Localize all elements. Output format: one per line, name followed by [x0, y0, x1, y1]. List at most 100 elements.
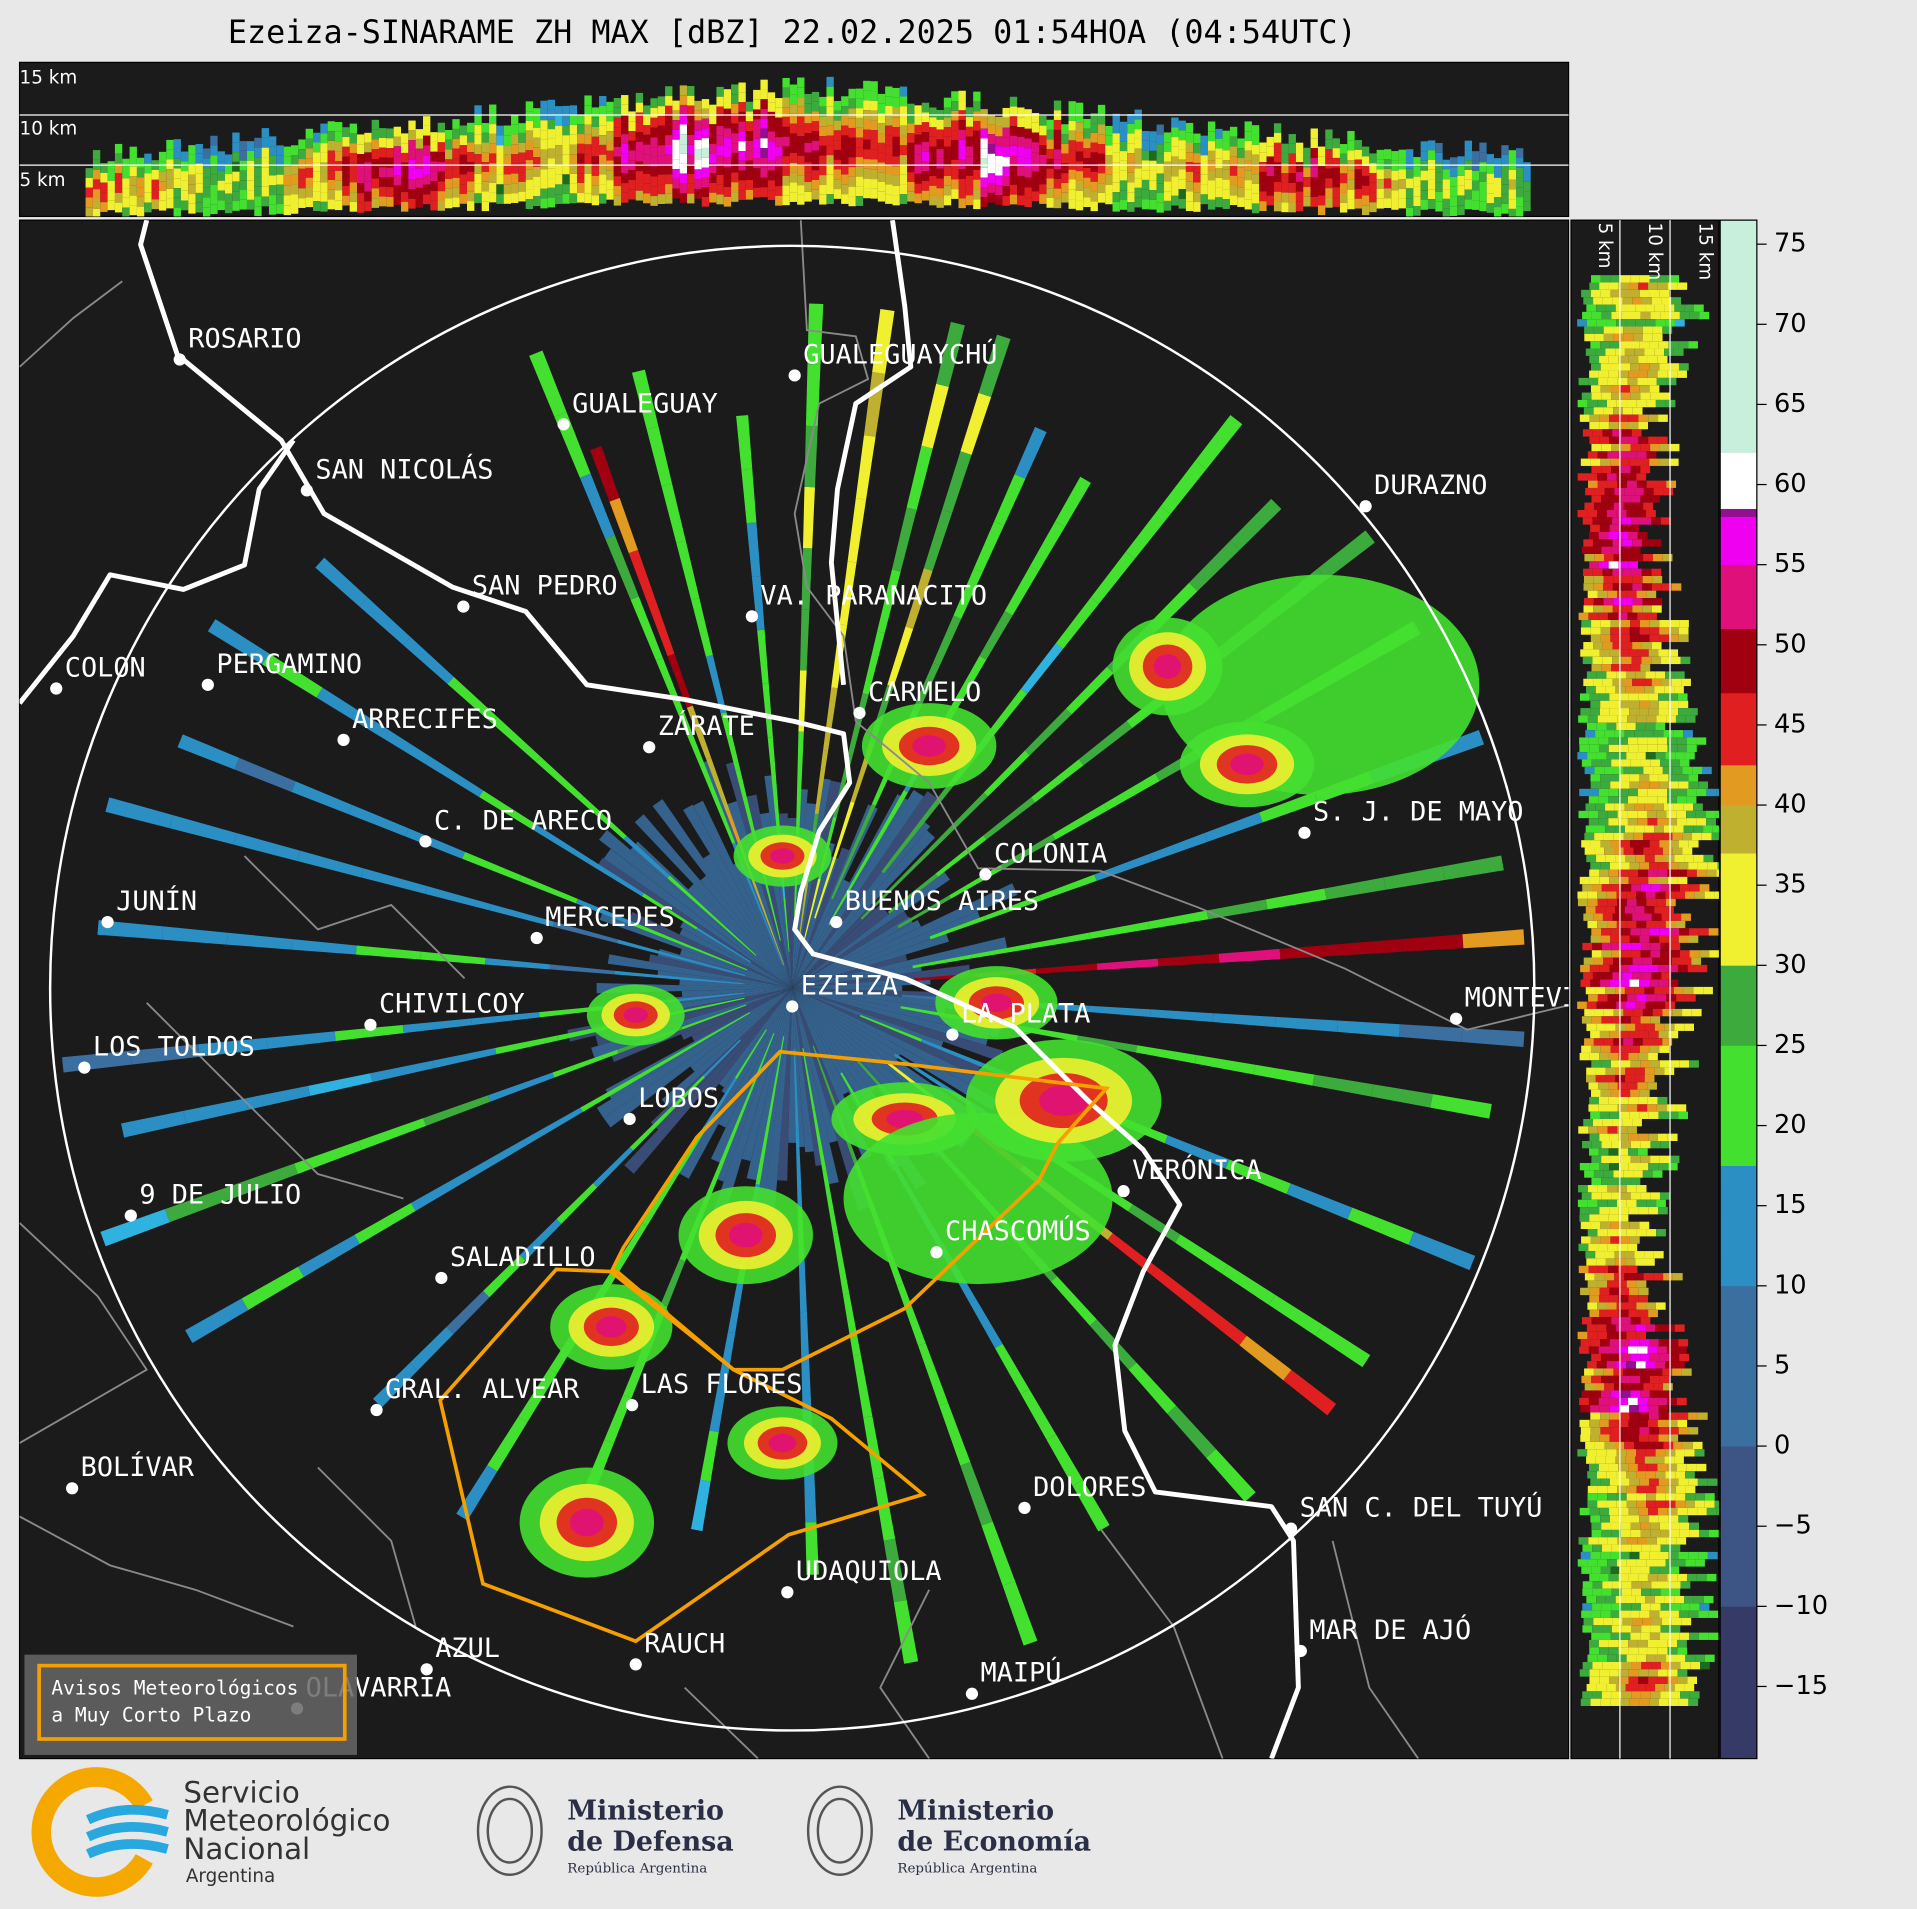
profile-echo: [158, 200, 167, 211]
profile-echo: [1590, 363, 1601, 371]
profile-echo: [1672, 1368, 1682, 1376]
colorbar-step: [1720, 556, 1757, 566]
profile-echo: [555, 184, 563, 195]
echo-ray: [912, 662, 940, 713]
profile-echo: [547, 197, 556, 208]
echo-ray: [901, 834, 946, 879]
profile-echo: [334, 151, 343, 162]
profile-echo: [1587, 1302, 1598, 1310]
profile-echo: [342, 166, 350, 177]
profile-echo: [459, 164, 468, 175]
profile-echo: [1655, 399, 1666, 408]
profile-echo: [650, 186, 658, 197]
profile-echo: [995, 165, 1003, 176]
profile-echo: [782, 136, 790, 147]
city-dot: [370, 1403, 383, 1417]
echo-ray: [1160, 460, 1207, 515]
profile-echo: [327, 131, 335, 141]
profile-echo: [1075, 161, 1084, 172]
profile-echo: [1369, 163, 1377, 173]
profile-echo: [1601, 495, 1612, 503]
profile-echo: [782, 166, 790, 176]
profile-echo: [151, 169, 159, 180]
profile-echo: [1629, 627, 1640, 635]
profile-echo: [1621, 1588, 1632, 1596]
colorbar-step: [1720, 1726, 1757, 1735]
profile-echo: [1592, 1603, 1602, 1611]
profile-echo: [1629, 458, 1640, 466]
profile-echo: [1660, 1588, 1671, 1596]
profile-echo: [268, 155, 277, 166]
colorbar-step: [1720, 1333, 1757, 1343]
profile-echo: [1608, 818, 1619, 826]
profile-echo: [1652, 1170, 1663, 1178]
profile-echo: [1626, 1471, 1637, 1479]
profile-echo: [1178, 130, 1186, 141]
profile-echo: [1641, 678, 1652, 687]
profile-echo: [863, 149, 871, 160]
colorbar-step: [1720, 532, 1757, 542]
profile-echo: [1464, 169, 1472, 180]
profile-echo: [672, 139, 680, 150]
profile-echo: [1610, 1427, 1620, 1435]
profile-echo: [210, 174, 218, 185]
profile-echo: [467, 152, 475, 162]
profile-echo: [1595, 730, 1605, 738]
colorbar-step: [1720, 885, 1757, 894]
profile-echo: [1601, 1155, 1611, 1164]
profile-echo: [518, 191, 526, 202]
echo-ray: [686, 705, 712, 760]
profile-echo: [1600, 385, 1611, 393]
clutter: [792, 911, 982, 989]
echo-ray: [1151, 1267, 1203, 1311]
profile-echo: [921, 102, 930, 113]
profile-echo: [767, 180, 776, 191]
profile-echo: [1630, 840, 1640, 848]
profile-echo: [1645, 722, 1656, 731]
profile-echo: [1630, 465, 1641, 474]
profile-echo: [1621, 942, 1632, 951]
echo-ray: [703, 1039, 741, 1078]
profile-echo: [1619, 524, 1630, 532]
profile-echo: [1616, 1500, 1627, 1508]
profile-echo: [1714, 1500, 1719, 1508]
clutter: [792, 954, 908, 989]
profile-echo: [980, 109, 988, 119]
profile-echo: [1608, 744, 1619, 753]
profile-echo: [1593, 678, 1603, 687]
echo-ray: [523, 1107, 583, 1146]
profile-echo: [943, 195, 952, 206]
profile-echo: [1369, 172, 1377, 183]
colorbar-step: [1720, 1301, 1757, 1311]
profile-echo: [518, 132, 526, 143]
profile-echo: [1630, 1045, 1640, 1053]
profile-echo: [305, 187, 313, 198]
profile-echo: [547, 187, 556, 198]
profile-echo: [1650, 1192, 1660, 1200]
echo-ray: [552, 921, 619, 944]
profile-echo: [973, 140, 981, 151]
profile-echo: [1584, 832, 1595, 841]
profile-echo: [525, 169, 534, 180]
profile-echo: [1668, 1030, 1679, 1039]
profile-echo: [1588, 612, 1599, 621]
profile-echo: [1579, 1346, 1589, 1354]
colorbar-step: [1720, 260, 1757, 269]
profile-echo: [943, 156, 952, 167]
profile-echo: [1622, 539, 1633, 547]
profile-echo: [1584, 1038, 1594, 1046]
profile-echo: [1647, 377, 1657, 386]
profile-echo: [1597, 898, 1608, 907]
profile-echo: [965, 117, 974, 127]
profile-echo: [1609, 1515, 1620, 1523]
profile-echo: [1601, 1691, 1612, 1699]
profile-echo: [1588, 1104, 1599, 1112]
colorbar-step: [1720, 652, 1757, 662]
profile-echo: [1317, 205, 1326, 216]
echo-ray: [894, 1053, 943, 1087]
profile-echo: [1009, 184, 1018, 195]
profile-echo: [1604, 1441, 1615, 1450]
profile-echo: [1383, 178, 1392, 189]
colorbar-step: [1720, 1438, 1757, 1447]
profile-echo: [1660, 1529, 1670, 1538]
